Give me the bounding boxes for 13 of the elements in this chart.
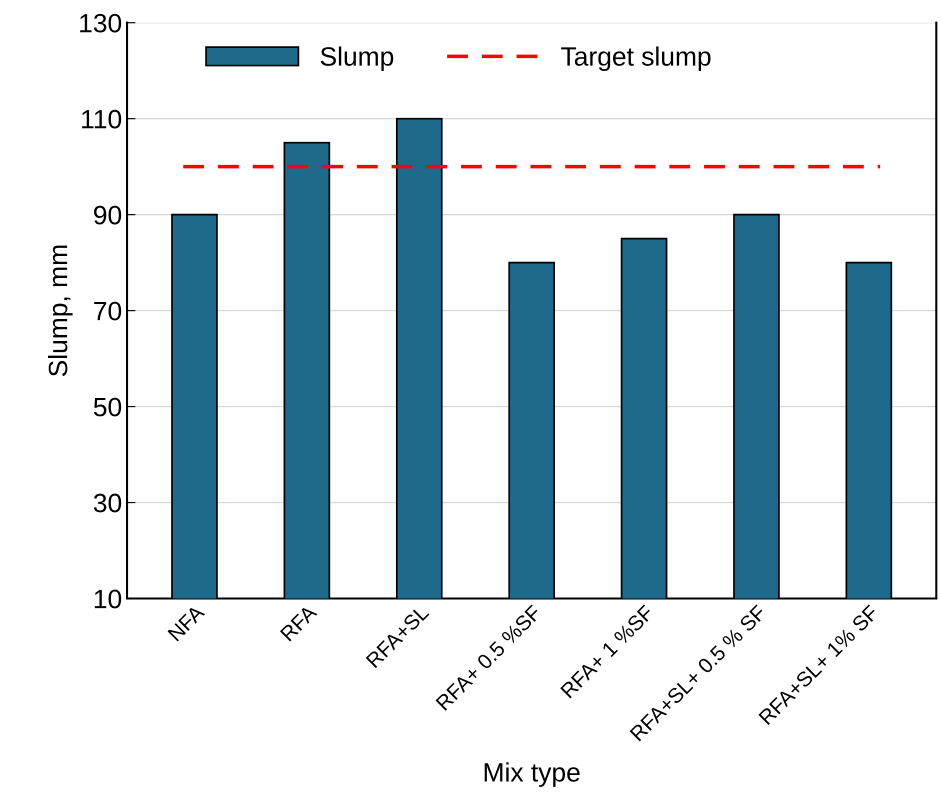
- y-tick-label: 110: [82, 110, 122, 128]
- y-tick-label: 130: [80, 14, 122, 33]
- x-tick-label: NFA: [168, 604, 206, 642]
- legend-label: Target slump: [561, 46, 711, 72]
- legend-label: Slump: [320, 46, 394, 72]
- x-axis-title: Mix type: [484, 762, 580, 787]
- y-tick-label: 10: [94, 590, 122, 608]
- y-tick-label: 30: [94, 494, 122, 512]
- x-tick-label: RFA: [280, 604, 318, 642]
- y-axis-title: Slump, mm: [48, 246, 73, 376]
- y-tick-label: 90: [94, 206, 122, 224]
- y-tick-label: 50: [94, 398, 122, 416]
- y-tick-label: 70: [94, 302, 122, 320]
